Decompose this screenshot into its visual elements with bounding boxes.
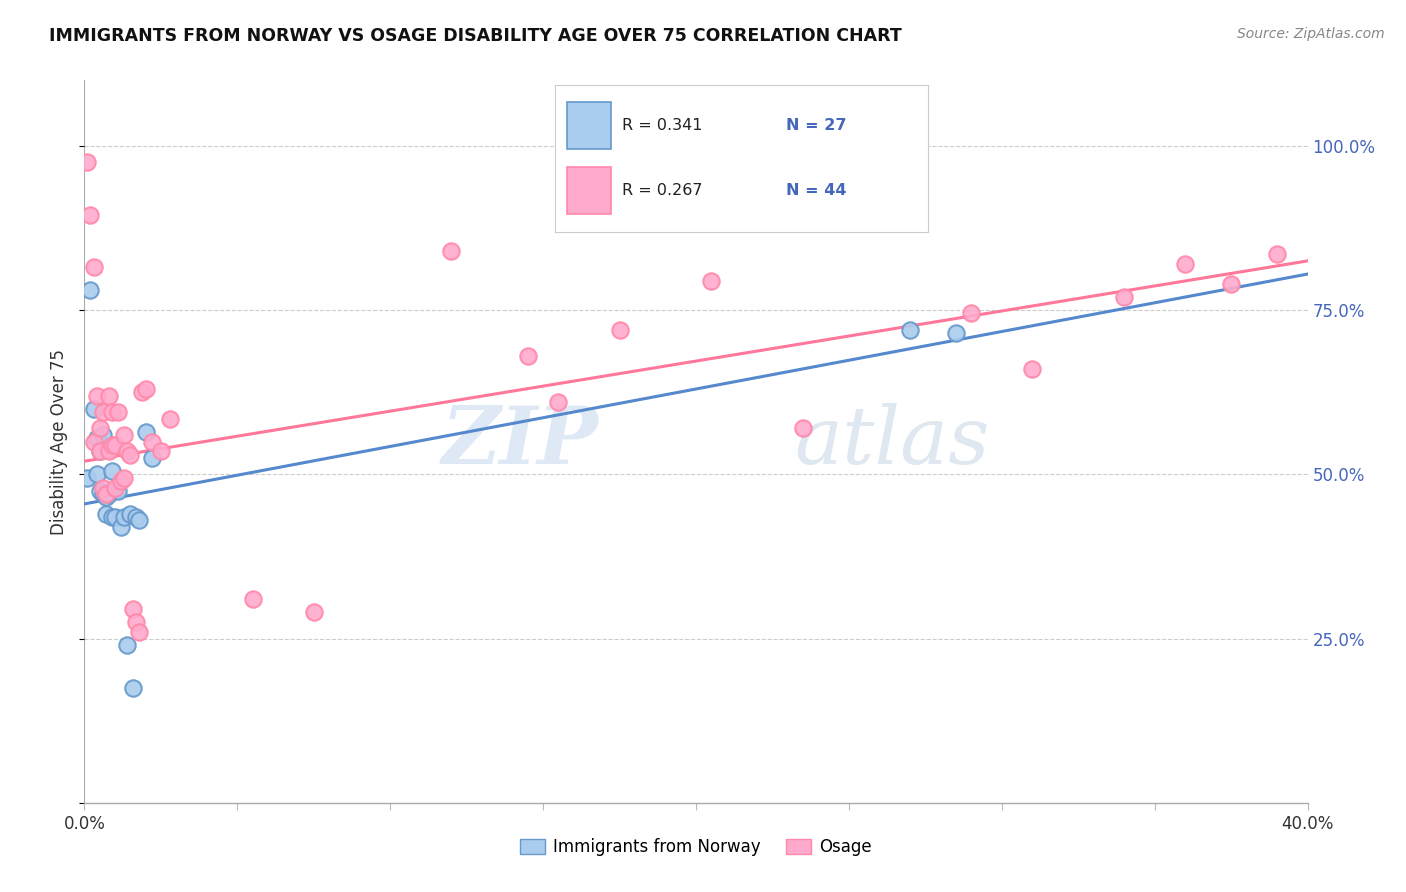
Point <box>79 208 101 222</box>
Y-axis label: Disability Age Over 75: Disability Age Over 75 <box>51 349 69 534</box>
Point <box>149 444 172 458</box>
Point <box>115 444 138 458</box>
Point <box>104 481 127 495</box>
Point <box>609 323 631 337</box>
Point <box>94 491 117 505</box>
Point <box>122 681 145 695</box>
Point <box>91 405 114 419</box>
Point <box>89 444 111 458</box>
Point <box>141 450 163 465</box>
Point <box>83 260 105 275</box>
Point <box>128 625 150 640</box>
Point <box>242 592 264 607</box>
Point <box>159 411 181 425</box>
Point <box>83 434 105 449</box>
Point <box>1220 277 1243 291</box>
Point <box>97 388 120 402</box>
Point <box>91 487 114 501</box>
Point <box>700 274 723 288</box>
Point <box>516 349 538 363</box>
Point <box>97 487 120 501</box>
Point <box>135 382 157 396</box>
Text: IMMIGRANTS FROM NORWAY VS OSAGE DISABILITY AGE OVER 75 CORRELATION CHART: IMMIGRANTS FROM NORWAY VS OSAGE DISABILI… <box>49 27 903 45</box>
Point <box>1021 362 1043 376</box>
Point <box>86 431 108 445</box>
Text: ZIP: ZIP <box>441 403 598 480</box>
Point <box>120 507 142 521</box>
Text: atlas: atlas <box>794 403 990 480</box>
Point <box>91 428 114 442</box>
Text: R = 0.341: R = 0.341 <box>623 119 703 134</box>
Point <box>792 421 814 435</box>
Point <box>101 510 124 524</box>
Point <box>112 510 135 524</box>
Point <box>107 405 129 419</box>
Point <box>91 481 114 495</box>
Point <box>1114 290 1136 304</box>
Point <box>89 483 111 498</box>
Text: R = 0.267: R = 0.267 <box>623 183 703 198</box>
Text: N = 44: N = 44 <box>786 183 846 198</box>
Point <box>1174 257 1197 271</box>
Point <box>83 401 105 416</box>
Point <box>101 405 124 419</box>
Legend: Immigrants from Norway, Osage: Immigrants from Norway, Osage <box>513 831 879 863</box>
Point <box>94 487 117 501</box>
Point <box>89 421 111 435</box>
Point <box>115 638 138 652</box>
Point <box>112 471 135 485</box>
Text: Source: ZipAtlas.com: Source: ZipAtlas.com <box>1237 27 1385 41</box>
FancyBboxPatch shape <box>567 167 612 214</box>
Point <box>125 615 148 630</box>
Text: N = 27: N = 27 <box>786 119 846 134</box>
Point <box>97 444 120 458</box>
Point <box>141 434 163 449</box>
Point <box>110 474 132 488</box>
Point <box>1265 247 1288 261</box>
Point <box>960 306 983 320</box>
Point <box>135 425 157 439</box>
FancyBboxPatch shape <box>567 103 612 150</box>
Point <box>898 323 921 337</box>
Point <box>101 438 124 452</box>
Point <box>112 428 135 442</box>
Point <box>131 385 153 400</box>
Point <box>104 438 127 452</box>
Point <box>76 155 98 169</box>
Point <box>104 510 127 524</box>
Point <box>86 467 108 482</box>
Point <box>89 444 111 458</box>
Point <box>107 483 129 498</box>
Point <box>86 388 108 402</box>
Point <box>120 448 142 462</box>
Point <box>110 520 132 534</box>
Point <box>79 284 101 298</box>
Point <box>122 602 145 616</box>
Point <box>76 471 98 485</box>
Point <box>125 510 148 524</box>
Point <box>101 464 124 478</box>
Point <box>547 395 569 409</box>
Point <box>302 605 325 619</box>
Point <box>945 326 967 341</box>
Point <box>440 244 463 258</box>
Point <box>94 507 117 521</box>
Point <box>128 513 150 527</box>
